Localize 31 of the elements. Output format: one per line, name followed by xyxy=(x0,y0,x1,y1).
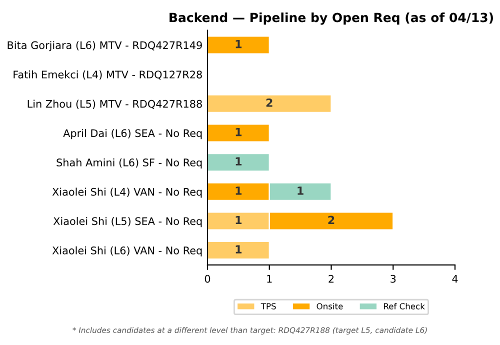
data-label: 1 xyxy=(236,186,242,195)
legend-label: Onsite xyxy=(316,302,343,310)
y-tick-label: Xiaolei Shi (L6) VAN - No Req xyxy=(52,246,202,256)
y-tick-label: Lin Zhou (L5) MTV - RDQ427R188 xyxy=(28,100,202,110)
y-tick-label: Xiaolei Shi (L4) VAN - No Req xyxy=(52,188,202,198)
y-tick-label: Bita Gorjiara (L6) MTV - RDQ427R149 xyxy=(8,41,202,52)
y-tick-label: Shah Amini (L6) SF - No Req xyxy=(56,158,202,168)
x-tick-label: 1 xyxy=(267,275,272,283)
chart-title: Backend — Pipeline by Open Req (as of 04/13) xyxy=(170,12,493,25)
data-label: 1 xyxy=(236,157,242,166)
bar xyxy=(208,94,332,114)
y-tick-label: Xiaolei Shi (L5) SEA - No Req xyxy=(53,217,202,228)
x-tick-label: 3 xyxy=(390,274,396,283)
x-tick-label: 0 xyxy=(204,274,210,283)
data-label: 2 xyxy=(266,98,272,107)
data-label: 1 xyxy=(236,245,242,254)
y-tick-label: April Dai (L6) SEA - No Req xyxy=(63,129,202,140)
x-tick-label: 4 xyxy=(452,275,458,283)
bar xyxy=(208,36,270,54)
bar xyxy=(208,240,270,260)
data-label: 1 xyxy=(236,216,242,224)
legend-label: Ref Check xyxy=(384,302,425,310)
data-label: 2 xyxy=(328,216,334,224)
bar xyxy=(208,152,270,172)
data-label: 1 xyxy=(236,40,242,48)
data-label: 1 xyxy=(236,128,242,136)
legend-label: TPS xyxy=(260,303,276,310)
bar xyxy=(208,124,270,142)
data-label: 1 xyxy=(298,186,304,195)
x-tick-label: 2 xyxy=(328,274,334,283)
y-tick-label: Fatih Emekci (L4) MTV - RDQ127R28 xyxy=(14,70,202,80)
